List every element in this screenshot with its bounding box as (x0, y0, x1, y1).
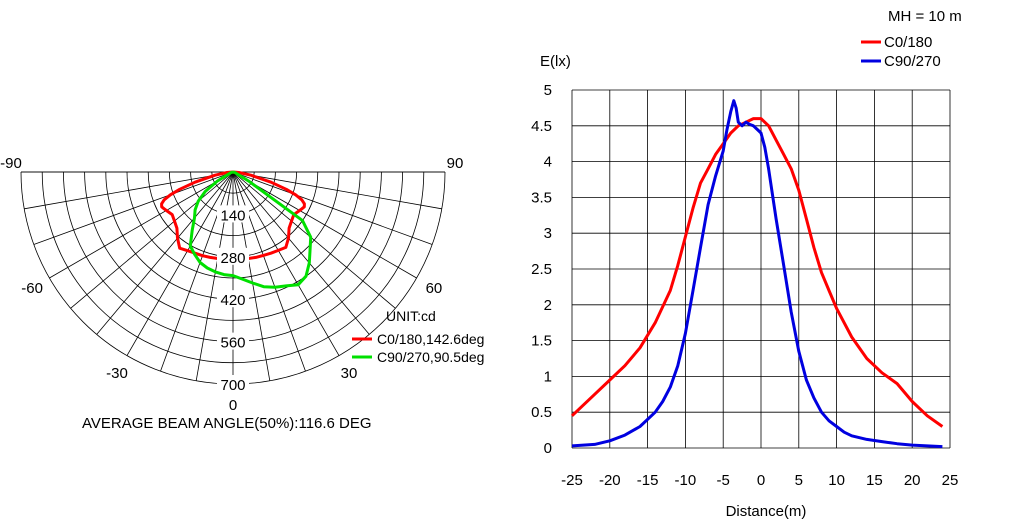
polar-radial-label-bg (217, 290, 249, 308)
polar-radial-label-bg (217, 375, 249, 392)
polar-ring (84, 171, 382, 321)
polar-angle-label: 60 (426, 280, 443, 297)
polar-radial-label-bg (217, 247, 249, 265)
polar-radial-label-bg (217, 332, 249, 350)
polar-angle-label: -30 (106, 365, 128, 382)
polar-radial-label: 280 (220, 250, 245, 267)
line-chart-xlabel: Distance(m) (726, 503, 807, 520)
polar-radial-label: 420 (220, 292, 245, 309)
x-tick-label: -5 (717, 472, 730, 489)
polar-radial-label: 560 (220, 335, 245, 352)
y-tick-label: 0 (544, 440, 552, 457)
y-tick-label: 2.5 (531, 261, 552, 278)
x-tick-label: -10 (675, 472, 697, 489)
polar-angle-label: 90 (447, 155, 464, 172)
polar-ring (126, 171, 340, 279)
y-tick-label: 0.5 (531, 404, 552, 421)
line-series-c0 (570, 117, 944, 428)
polar-ring (169, 171, 297, 236)
polar-radial-labels: 140 280 420 560 700 (217, 205, 249, 394)
x-tick-label: 5 (795, 472, 803, 489)
y-tick-label: 1 (544, 368, 552, 385)
polar-angle-label: -90 (0, 155, 22, 172)
polar-footer: AVERAGE BEAM ANGLE(50%):116.6 DEG (82, 415, 372, 432)
illuminance-line-chart: MH = 10 m C0/180 C90/270 E(lx) Distance(… (531, 8, 962, 520)
line-chart-series (570, 99, 944, 449)
line-chart-legend: C0/180 C90/270 (861, 34, 941, 70)
polar-ring (211, 171, 255, 194)
polar-legend-label-c0: C0/180,142.6deg (377, 331, 484, 347)
line-legend-label-c90: C90/270 (884, 53, 941, 70)
y-tick-label: 3.5 (531, 189, 552, 206)
polar-candela-chart: 140 280 420 560 700 -90 -60 -30 0 30 60 90 UNIT:cd… (0, 155, 484, 432)
line-legend-label-c0: C0/180 (884, 34, 932, 51)
polar-radial-label: 140 (220, 207, 245, 224)
x-tick-label: 20 (904, 472, 921, 489)
x-tick-label: -25 (561, 472, 583, 489)
polar-radial-label: 700 (220, 377, 245, 394)
y-tick-label: 1.5 (531, 333, 552, 350)
polar-ring (41, 171, 425, 364)
polar-legend: C0/180,142.6deg C90/270,90.5deg (352, 331, 484, 365)
line-chart-ylabel: E(lx) (540, 53, 571, 70)
line-chart-tick-labels: -25 -20 -15 -10 -5 0 5 10 15 20 25 0 0.5 1 1.5 2 2.5 3 3.5… (531, 82, 958, 489)
polar-angle-label: 30 (341, 365, 358, 382)
polar-legend-label-c90: C90/270,90.5deg (377, 349, 484, 365)
y-tick-label: 4 (544, 154, 552, 171)
y-tick-label: 2 (544, 297, 552, 314)
polar-radial-label-bg (217, 205, 249, 223)
x-tick-label: 25 (942, 472, 959, 489)
x-tick-label: 10 (828, 472, 845, 489)
x-tick-label: 15 (866, 472, 883, 489)
x-tick-label: -15 (637, 472, 659, 489)
line-series-c90 (571, 99, 943, 449)
polar-angle-label: -60 (21, 280, 43, 297)
y-tick-label: 5 (544, 82, 552, 99)
y-tick-label: 3 (544, 225, 552, 242)
polar-curve-c90 (188, 170, 313, 289)
polar-unit-label: UNIT:cd (386, 308, 436, 324)
x-tick-label: 0 (757, 472, 765, 489)
polar-angle-labels: -90 -60 -30 0 30 60 90 (0, 155, 463, 414)
x-tick-label: -20 (599, 472, 621, 489)
line-chart-grid (571, 89, 951, 449)
y-tick-label: 4.5 (531, 118, 552, 135)
polar-angle-label: 0 (229, 397, 237, 414)
line-chart-header: MH = 10 m (888, 8, 962, 25)
